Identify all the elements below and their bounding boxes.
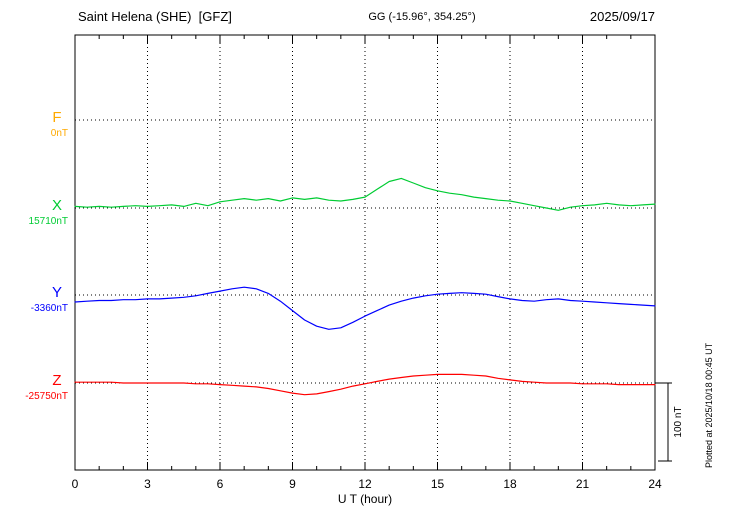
scale-bar-label: 100 nT (673, 406, 684, 437)
scale-bar (655, 382, 672, 462)
trace-Y (74, 286, 656, 330)
series-name-F: F (52, 109, 61, 126)
x-tick-label: 12 (358, 477, 372, 491)
data-traces (74, 177, 656, 396)
geographic-coords: GG (-15.96°, 354.25°) (368, 11, 475, 23)
x-tick-label: 21 (576, 477, 590, 491)
series-name-Z: Z (52, 372, 61, 389)
series-baseline-value-F: 0nT (51, 128, 68, 139)
station-title: Saint Helena (SHE) [GFZ] (78, 9, 232, 24)
trace-Z (74, 373, 656, 396)
x-tick-label: 6 (217, 477, 224, 491)
x-tick-label: 24 (648, 477, 662, 491)
plot-date: 2025/09/17 (590, 9, 655, 24)
gridlines (75, 35, 655, 470)
axis-tick-labels: 0 3 6 9 12 15 18 21 24 (72, 477, 662, 491)
plot-border (74, 34, 656, 471)
series-labels: F 0nT X 15710nT Y -3360nT Z -25750nT (25, 109, 68, 402)
x-tick-label: 18 (503, 477, 517, 491)
series-name-X: X (52, 197, 62, 214)
trace-X (74, 177, 656, 211)
axis-ticks (74, 35, 656, 470)
series-baseline-value-Z: -25750nT (25, 391, 68, 402)
series-baseline-value-Y: -3360nT (31, 303, 68, 314)
x-axis-label: U T (hour) (338, 492, 392, 506)
x-tick-label: 15 (431, 477, 445, 491)
series-baseline-value-X: 15710nT (29, 216, 68, 227)
plotted-at-note: Plotted at 2025/10/18 00:45 UT (704, 342, 714, 468)
x-tick-label: 3 (144, 477, 151, 491)
x-tick-label: 0 (72, 477, 79, 491)
series-name-Y: Y (52, 284, 62, 301)
x-tick-label: 9 (289, 477, 296, 491)
